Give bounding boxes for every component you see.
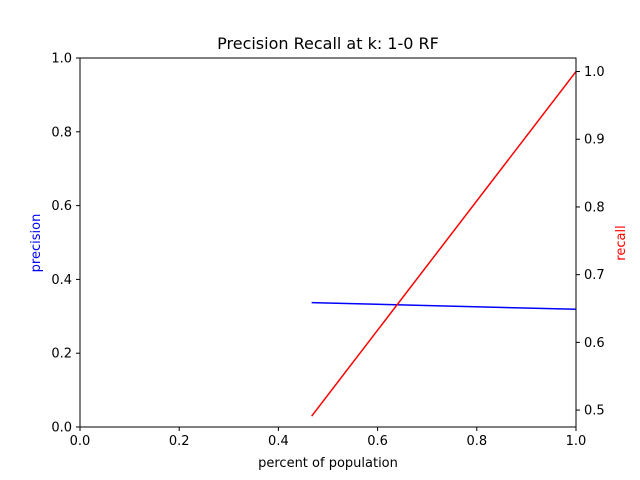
y-left-tick-label: 0.0 [51, 421, 72, 436]
y-right-tick-label: 0.9 [584, 133, 605, 148]
y-right-tick-label: 0.6 [584, 336, 605, 351]
y-left-tick-label: 0.4 [51, 273, 72, 288]
y-axis-label-recall: recall [614, 225, 629, 260]
x-tick-label: 1.0 [566, 434, 587, 449]
x-tick-label: 0.2 [169, 434, 190, 449]
y-left-tick-label: 0.6 [51, 199, 72, 214]
y-left-tick-label: 0.8 [51, 125, 72, 140]
series-line-precision [311, 301, 577, 311]
y-axis-label-precision: precision [29, 214, 44, 273]
x-axis-label: percent of population [258, 456, 398, 471]
x-tick-label: 0.8 [466, 434, 487, 449]
x-tick-label: 0.0 [70, 434, 91, 449]
x-tick-label: 0.6 [367, 434, 388, 449]
y-right-tick-label: 0.5 [584, 404, 605, 419]
y-right-tick-label: 0.8 [584, 200, 605, 215]
plot-frame [79, 57, 577, 428]
y-left-tick-label: 1.0 [51, 52, 72, 67]
series-layer [311, 71, 577, 417]
y-left-tick-label: 0.2 [51, 347, 72, 362]
axes-layer: 0.0 0.2 0.4 0.6 0.8 1.0 0.0 0.2 0.4 0.6 0.8 1.0 0.5 0… [51, 52, 604, 450]
series-line-recall [311, 71, 577, 417]
y-right-tick-label: 1.0 [584, 65, 605, 80]
chart-title: Precision Recall at k: 1-0 RF [217, 34, 439, 53]
y-right-tick-label: 0.7 [584, 268, 605, 283]
x-tick-label: 0.4 [268, 434, 289, 449]
